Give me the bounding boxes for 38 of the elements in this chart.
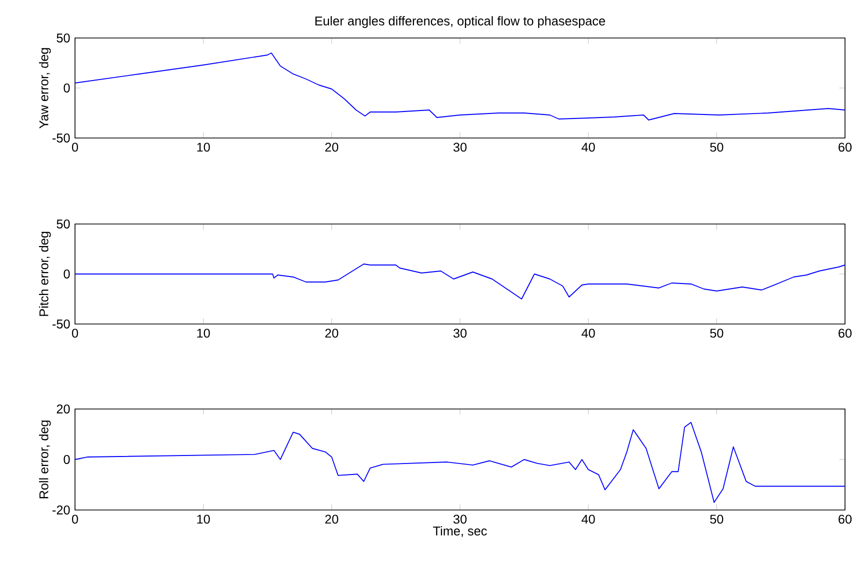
x-tick-label: 50 [710, 142, 724, 152]
y-tick-label: -50 [52, 320, 70, 328]
y-tick-label: 0 [64, 84, 70, 92]
x-tick-label: 60 [838, 142, 852, 152]
x-tick-label: 30 [453, 514, 467, 524]
x-tick-label: 20 [325, 514, 338, 524]
line-series [74, 422, 846, 503]
y-tick-label: 0 [64, 270, 70, 278]
y-tick-label: 50 [56, 220, 70, 228]
x-tick-label: 10 [197, 142, 210, 152]
x-tick-label: 40 [582, 328, 595, 338]
x-tick-label: 10 [197, 328, 210, 338]
y-tick-label: -50 [52, 134, 70, 142]
y-tick-label: 20 [56, 404, 70, 414]
line-series [74, 52, 846, 120]
y-axis-title: Roll error, deg [39, 420, 51, 498]
x-tick-label: 60 [838, 328, 852, 338]
x-tick-label: 40 [582, 142, 595, 152]
y-tick-label: 50 [56, 34, 70, 42]
y-axis-title: Pitch error, deg [39, 232, 51, 316]
x-tick-label: 50 [710, 514, 724, 524]
x-tick-label: 30 [453, 142, 467, 152]
x-tick-label: 20 [325, 142, 338, 152]
x-tick-label: 50 [710, 328, 724, 338]
x-tick-label: 0 [72, 142, 78, 152]
chart-title: Euler angles differences, optical flow to phasespace [315, 16, 606, 28]
x-tick-label: 0 [72, 514, 78, 524]
line-series [74, 264, 846, 300]
y-tick-label: 0 [64, 455, 70, 464]
x-tick-label: 30 [453, 328, 467, 338]
y-tick-label: -20 [52, 506, 70, 514]
x-tick-label: 40 [582, 514, 595, 524]
x-tick-label: 10 [197, 514, 210, 524]
x-tick-label: 20 [325, 328, 338, 338]
x-tick-label: 0 [72, 328, 78, 338]
x-axis-title: Time, sec [433, 526, 487, 537]
x-tick-label: 60 [838, 514, 852, 524]
y-axis-title: Yaw error, deg [39, 48, 51, 128]
